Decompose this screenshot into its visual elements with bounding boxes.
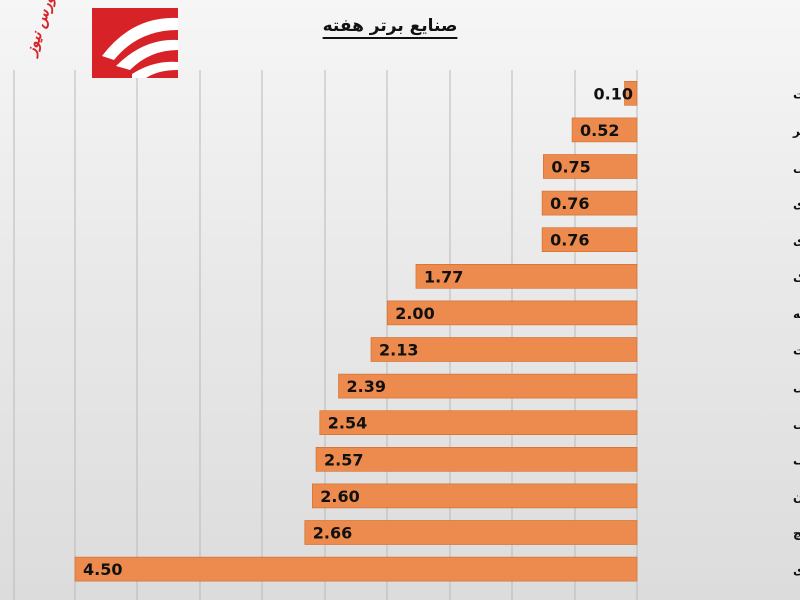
category-label: قند و شکر xyxy=(792,124,800,139)
bar-value-label: 2.66 xyxy=(313,524,352,543)
logo: بورس نیوز xyxy=(20,5,95,85)
category-label: پیمانکاری صنعتی xyxy=(793,380,800,394)
category-label: زراعت و خدمات وابسته xyxy=(793,307,800,322)
bar xyxy=(316,447,637,471)
bar-value-label: 2.00 xyxy=(395,304,434,323)
category-label: خرده فروشی xyxy=(793,417,800,432)
category-label: کانی غیر فلزی xyxy=(793,197,800,211)
chart-title: صنایع برتر هفته xyxy=(300,16,480,36)
logo-swoosh-icon xyxy=(92,8,178,78)
bar xyxy=(320,411,637,435)
bar-value-label: 0.75 xyxy=(551,158,590,177)
bar-value-label: 2.13 xyxy=(379,341,418,360)
bar-value-label: 0.76 xyxy=(550,231,589,250)
category-label: واسطه گریهای مالی و پولی xyxy=(793,161,800,176)
bar-value-label: 0.76 xyxy=(550,194,589,213)
bar-value-label: 2.54 xyxy=(328,414,367,433)
category-label: استخراج کانه های فلزی xyxy=(793,234,800,248)
logo-text: بورس نیوز xyxy=(14,0,59,80)
bar-value-label: 0.52 xyxy=(580,121,619,140)
bars: 0.10 حمل و نقل انبارداری و ارتباطات 0.52 قن… xyxy=(75,81,800,581)
bar xyxy=(75,557,637,581)
bar-value-label: 4.50 xyxy=(83,560,122,579)
category-label: حمل و نقل انبارداری و ارتباطات xyxy=(793,87,800,102)
bar-value-label: 2.60 xyxy=(320,487,359,506)
bar-value-label: 0.10 xyxy=(594,84,633,103)
bar-chart: 0.10 حمل و نقل انبارداری و ارتباطات 0.52 قن… xyxy=(0,0,800,600)
category-label: محصولات کاغذی xyxy=(793,563,800,578)
bar xyxy=(312,484,637,508)
logo-red-block xyxy=(92,8,178,78)
category-label: کاشی و سرامیک xyxy=(793,270,800,285)
bar xyxy=(305,521,637,545)
category-label: استخراج سایر معادن xyxy=(793,490,800,504)
bar-value-label: 2.39 xyxy=(347,377,386,396)
category-label: سیمان آهک گچ xyxy=(793,526,800,541)
bar-value-label: 1.77 xyxy=(424,267,463,286)
category-label: انبوه سازی املاک و مستغلات xyxy=(793,344,800,359)
bar-value-label: 2.57 xyxy=(324,450,363,469)
category-label: استخراج نفت گاز جز اکتشاف xyxy=(793,453,800,467)
